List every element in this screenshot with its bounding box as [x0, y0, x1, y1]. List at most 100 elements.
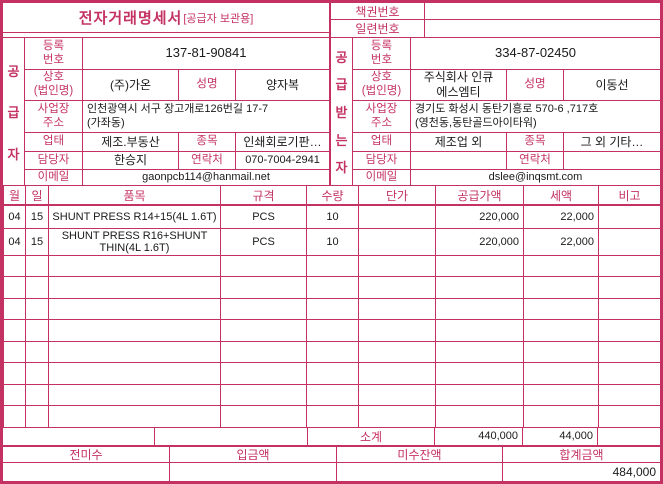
empty-cell [306, 340, 359, 363]
supplier-address-row: 사업장 주소 인천광역시 서구 장고개로126번길 17-7 (가좌동) [25, 101, 329, 133]
recipient-phone-label: 연락처 [507, 152, 564, 169]
recipient-section: 공 급 받 는 자 등록 번호 334-87-02450 상호 (법인명) 주식… [331, 38, 660, 185]
empty-cell [48, 383, 221, 406]
subtotal-label: 소계 [308, 427, 435, 445]
empty-item-row [3, 340, 660, 363]
empty-cell [435, 383, 524, 406]
item-month-cell: 04 [3, 204, 26, 229]
recipient-side-char: 자 [335, 160, 348, 176]
col-supply-header: 공급가액 [435, 186, 524, 206]
serial-number-label: 일련번호 [331, 20, 425, 37]
empty-item-row [3, 405, 660, 428]
item-month-cell: 04 [3, 227, 26, 256]
book-number-label: 책권번호 [331, 3, 425, 19]
recipient-contact-row: 담당자 연락처 [353, 152, 660, 170]
recipient-phone-value [564, 152, 660, 169]
col-tax-header: 세액 [523, 186, 599, 206]
empty-cell [598, 297, 660, 320]
supplier-company-row: 상호 (법인명) (주)가온 성명 양자복 [25, 70, 329, 101]
col-note-header: 비고 [598, 186, 660, 206]
empty-cell [523, 362, 599, 385]
empty-cell [220, 340, 307, 363]
empty-cell [358, 340, 436, 363]
item-note-cell [598, 227, 660, 256]
empty-cell [523, 254, 599, 277]
empty-cell [306, 254, 359, 277]
item-supply-cell: 220,000 [435, 227, 524, 256]
empty-cell [3, 362, 26, 385]
item-row: 04 15 SHUNT PRESS R16+SHUNT THIN(4L 1.6T… [3, 227, 660, 256]
supplier-contact-label: 담당자 [25, 152, 83, 169]
empty-cell [523, 405, 599, 428]
supplier-address-value: 인천광역시 서구 장고개로126번길 17-7 (가좌동) [87, 102, 269, 129]
subtotal-note-spacer [598, 428, 660, 445]
item-spec-cell: PCS [220, 227, 307, 256]
party-band: 공 급 자 등록 번호 137-81-90841 상호 (법인명) (주)가온 … [3, 38, 660, 186]
empty-cell [25, 362, 49, 385]
recipient-address-row: 사업장 주소 경기도 화성시 동탄기흥로 570-6 ,717호 (영천동,동탄… [353, 101, 660, 133]
supplier-side-char: 급 [7, 105, 20, 120]
items-table: 월 일 품목 규격 수량 단가 공급가액 세액 비고 04 15 SHUNT P… [3, 186, 660, 428]
recipient-grid: 등록 번호 334-87-02450 상호 (법인명) 주식회사 인큐 에스엠티… [353, 38, 660, 185]
empty-cell [598, 405, 660, 428]
header-band: 전자거래명세서 [공급자 보관용] 책권번호 일련번호 [3, 3, 660, 38]
empty-cell [220, 297, 307, 320]
empty-item-row [3, 319, 660, 342]
empty-cell [3, 383, 26, 406]
empty-cell [220, 319, 307, 342]
empty-cell [435, 297, 524, 320]
recipient-email-label: 이메일 [353, 170, 411, 185]
empty-cell [3, 405, 26, 428]
empty-cell [25, 405, 49, 428]
footer-labels-row: 전미수 입금액 미수잔액 합계금액 [3, 446, 660, 463]
empty-cell [598, 362, 660, 385]
recipient-address-value: 경기도 화성시 동탄기흥로 570-6 ,717호 (영천동,동탄골드아이타워) [415, 102, 599, 129]
recipient-name-value: 이동선 [595, 77, 629, 92]
recipient-side-label: 공 급 받 는 자 [331, 38, 353, 185]
empty-cell [523, 383, 599, 406]
recipient-bizitem-value: 그 외 기타… [580, 134, 644, 149]
recipient-side-char: 는 [335, 132, 348, 148]
serial-number-row: 일련번호 [331, 20, 660, 37]
empty-cell [3, 254, 26, 277]
empty-cell [598, 340, 660, 363]
supplier-regno-value: 137-81-90841 [165, 45, 247, 61]
footer-band: 전미수 입금액 미수잔액 합계금액 484,000 [3, 446, 660, 481]
grand-total-value: 484,000 [612, 465, 656, 479]
empty-cell [435, 340, 524, 363]
recipient-company-label: 상호 (법인명) [353, 70, 411, 100]
empty-cell [435, 319, 524, 342]
grand-total-label: 합계금액 [559, 447, 604, 462]
empty-cell [435, 362, 524, 385]
supplier-email-value: gaonpcb114@hanmail.net [142, 170, 270, 183]
empty-cell [523, 319, 599, 342]
item-note-cell [598, 204, 660, 229]
subtotal-spacer [3, 427, 155, 445]
empty-cell [48, 276, 221, 299]
empty-item-row [3, 254, 660, 277]
empty-cell [523, 297, 599, 320]
item-qty-cell: 10 [306, 227, 359, 256]
empty-cell [48, 362, 221, 385]
recipient-contact-label: 담당자 [353, 152, 411, 169]
recipient-bizitem-label: 종목 [507, 133, 564, 151]
outstanding-value [337, 463, 503, 481]
prev-balance-label: 전미수 [3, 446, 170, 462]
recipient-regno-label: 등록 번호 [353, 38, 411, 69]
recipient-side-char: 공 [335, 49, 348, 65]
book-number-value [425, 3, 660, 19]
empty-cell [3, 297, 26, 320]
item-name-cell: SHUNT PRESS R16+SHUNT THIN(4L 1.6T) [48, 227, 221, 256]
empty-cell [48, 340, 221, 363]
recipient-regno-row: 등록 번호 334-87-02450 [353, 38, 660, 70]
empty-item-row [3, 383, 660, 406]
recipient-company-value: 주식회사 인큐 에스엠티 [411, 70, 507, 100]
empty-cell [3, 319, 26, 342]
supplier-company-value: (주)가온 [83, 70, 179, 100]
empty-cell [306, 297, 359, 320]
empty-item-row [3, 276, 660, 299]
supplier-section: 공 급 자 등록 번호 137-81-90841 상호 (법인명) (주)가온 … [3, 38, 331, 185]
supplier-company-label: 상호 (법인명) [25, 70, 83, 100]
empty-cell [220, 276, 307, 299]
empty-cell [25, 383, 49, 406]
